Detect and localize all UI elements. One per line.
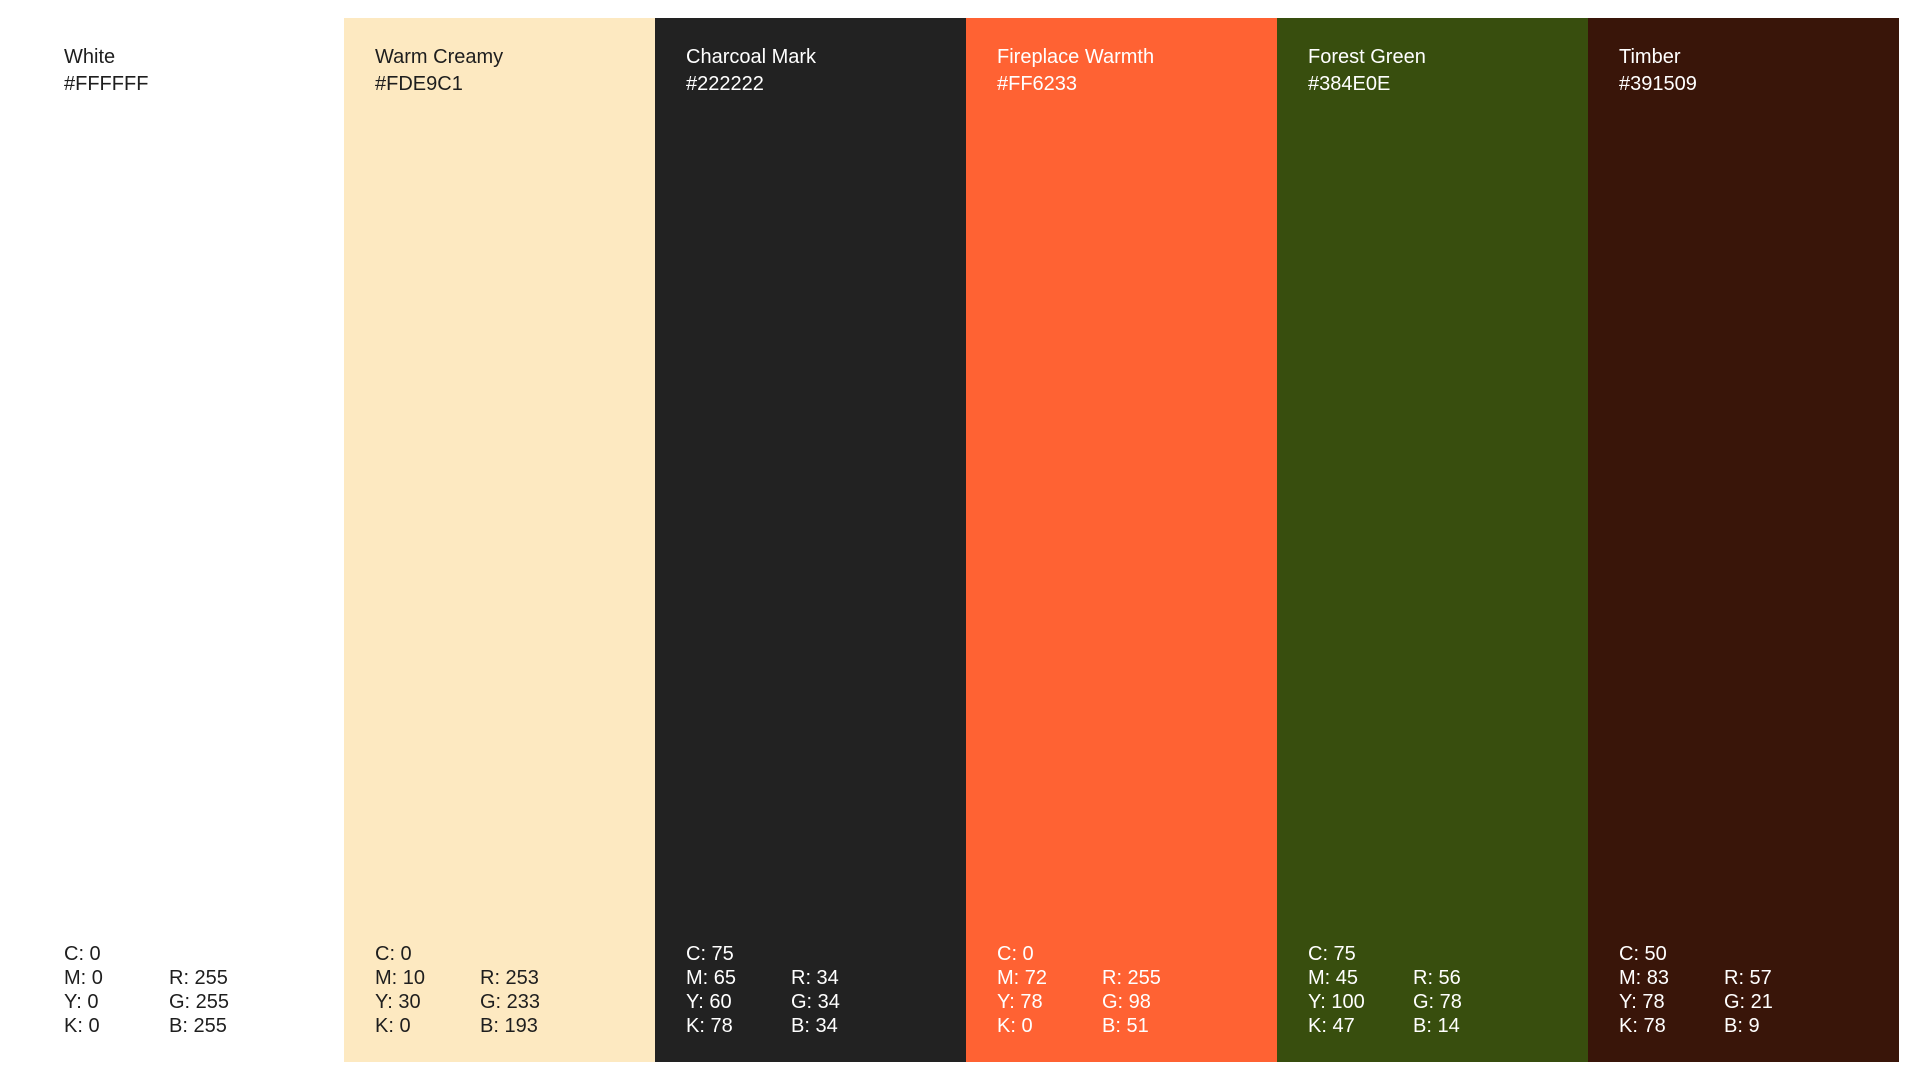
swatch-hex: #FF6233: [997, 73, 1078, 95]
swatch-hex: #384E0E: [1308, 73, 1391, 95]
cmyk-k: K: 47: [1308, 1015, 1355, 1037]
cmyk-y: Y: 78: [1619, 991, 1665, 1013]
cmyk-k: K: 78: [686, 1015, 733, 1037]
cmyk-m: M: 0: [64, 967, 103, 989]
swatch-header: Forest Green #384E0E: [1308, 44, 1426, 98]
rgb-b: B: 255: [169, 1015, 227, 1037]
cmyk-c: C: 50: [1619, 943, 1667, 965]
rgb-r: R: 253: [480, 967, 539, 989]
swatch-forest-green: Forest Green #384E0E C: 75 M: 45 R: 56 Y:…: [1277, 18, 1588, 1062]
cmyk-k: K: 78: [1619, 1015, 1666, 1037]
cmyk-m: M: 10: [375, 967, 426, 989]
swatch-fireplace-warmth: Fireplace Warmth #FF6233 C: 0 M: 72 R: 25…: [966, 18, 1277, 1062]
swatch-name: Forest Green: [1308, 46, 1426, 68]
rgb-b: B: 51: [1102, 1015, 1149, 1037]
cmyk-m: M: 72: [997, 967, 1048, 989]
swatch-values: C: 0 M: 0 R: 255 Y: 0 G: 255 K: 0 B: 255: [64, 942, 229, 1038]
cmyk-c: C: 75: [686, 943, 734, 965]
rgb-b: B: 14: [1413, 1015, 1460, 1037]
swatch-values: C: 0 M: 10 R: 253 Y: 30 G: 233 K: 0 B: 193: [375, 942, 540, 1038]
rgb-b: B: 193: [480, 1015, 538, 1037]
swatch-hex: #391509: [1619, 73, 1697, 95]
rgb-g: G: 34: [791, 991, 840, 1013]
rgb-g: G: 21: [1724, 991, 1773, 1013]
rgb-b: B: 9: [1724, 1015, 1760, 1037]
swatch-values: C: 50 M: 83 R: 57 Y: 78 G: 21 K: 78 B: 9: [1619, 942, 1773, 1038]
rgb-g: G: 233: [480, 991, 541, 1013]
swatch-values: C: 75 M: 45 R: 56 Y: 100 G: 78 K: 47 B: 14: [1308, 942, 1462, 1038]
cmyk-y: Y: 30: [375, 991, 421, 1013]
swatch-values: C: 0 M: 72 R: 255 Y: 78 G: 98 K: 0 B: 51: [997, 942, 1161, 1038]
cmyk-c: C: 75: [1308, 943, 1356, 965]
rgb-r: R: 57: [1724, 967, 1772, 989]
cmyk-c: C: 0: [375, 943, 412, 965]
swatch-values: C: 75 M: 65 R: 34 Y: 60 G: 34 K: 78 B: 34: [686, 942, 840, 1038]
swatch-timber: Timber #391509 C: 50 M: 83 R: 57 Y: 78 G: …: [1588, 18, 1899, 1062]
rgb-b: B: 34: [791, 1015, 838, 1037]
swatch-charcoal-mark: Charcoal Mark #222222 C: 75 M: 65 R: 34 Y…: [655, 18, 966, 1062]
swatch-header: Timber #391509: [1619, 44, 1697, 98]
cmyk-m: M: 65: [686, 967, 737, 989]
swatch-hex: #FFFFFF: [64, 73, 149, 95]
cmyk-k: K: 0: [997, 1015, 1033, 1037]
cmyk-y: Y: 78: [997, 991, 1043, 1013]
rgb-r: R: 255: [1102, 967, 1161, 989]
rgb-r: R: 34: [791, 967, 839, 989]
cmyk-c: C: 0: [997, 943, 1034, 965]
rgb-g: G: 98: [1102, 991, 1151, 1013]
swatch-name: Timber: [1619, 46, 1681, 68]
swatch-name: Fireplace Warmth: [997, 46, 1155, 68]
swatch-name: Warm Creamy: [375, 46, 504, 68]
rgb-r: R: 56: [1413, 967, 1461, 989]
swatch-hex: #222222: [686, 73, 764, 95]
cmyk-y: Y: 100: [1308, 991, 1365, 1013]
swatch-name: White: [64, 46, 116, 68]
swatch-header: Warm Creamy #FDE9C1: [375, 44, 503, 98]
swatch-header: White #FFFFFF: [64, 44, 148, 98]
rgb-r: R: 255: [169, 967, 228, 989]
cmyk-c: C: 0: [64, 943, 101, 965]
cmyk-m: M: 83: [1619, 967, 1670, 989]
cmyk-k: K: 0: [64, 1015, 100, 1037]
cmyk-k: K: 0: [375, 1015, 411, 1037]
color-palette: White #FFFFFF C: 0 M: 0 R: 255 Y: 0 G: 255…: [33, 18, 1899, 1062]
cmyk-y: Y: 60: [686, 991, 732, 1013]
swatch-name: Charcoal Mark: [686, 46, 817, 68]
rgb-g: G: 255: [169, 991, 230, 1013]
cmyk-y: Y: 0: [64, 991, 99, 1013]
cmyk-m: M: 45: [1308, 967, 1359, 989]
swatch-warm-creamy: Warm Creamy #FDE9C1 C: 0 M: 10 R: 253 Y: …: [344, 18, 655, 1062]
swatch-header: Fireplace Warmth #FF6233: [997, 44, 1154, 98]
swatch-header: Charcoal Mark #222222: [686, 44, 816, 98]
rgb-g: G: 78: [1413, 991, 1462, 1013]
swatch-hex: #FDE9C1: [375, 73, 463, 95]
swatch-white: White #FFFFFF C: 0 M: 0 R: 255 Y: 0 G: 255…: [33, 18, 344, 1062]
